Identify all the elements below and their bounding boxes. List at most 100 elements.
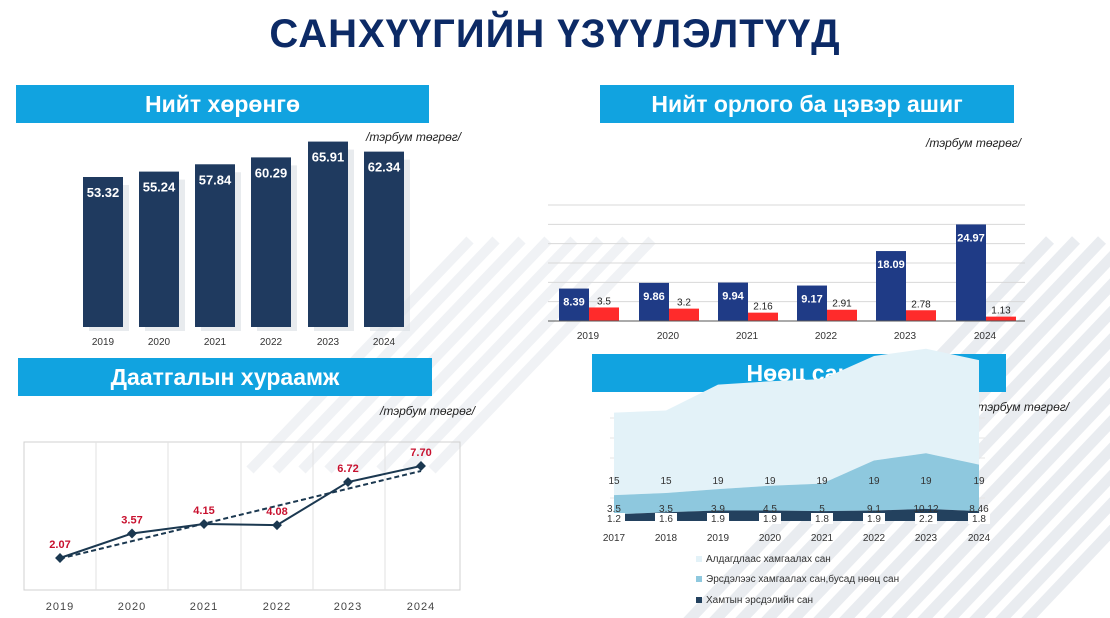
x-tick-label: 2019 — [707, 533, 730, 544]
x-tick-label: 2021 — [736, 331, 759, 342]
label-box — [863, 513, 885, 524]
data-label: 60.29 — [255, 165, 288, 180]
data-point — [127, 528, 137, 539]
data-label: 57.84 — [199, 172, 232, 187]
data-label: 1.13 — [991, 306, 1011, 317]
x-tick-label: 2023 — [334, 601, 362, 613]
data-label: 1.9 — [867, 514, 881, 525]
label-box — [759, 513, 781, 524]
data-label: 1.8 — [972, 514, 986, 525]
area-series-3 — [614, 508, 979, 521]
bar-total-assets — [308, 141, 348, 327]
bar-profit — [748, 312, 778, 321]
data-label: 3.5 — [597, 296, 611, 307]
x-tick-label: 2021 — [190, 601, 218, 613]
data-label: 1.9 — [763, 514, 777, 525]
data-label: 19 — [712, 476, 724, 487]
data-label: 4.15 — [193, 505, 214, 517]
data-point — [55, 553, 65, 563]
x-tick-label: 2023 — [894, 331, 917, 342]
data-label: 9.94 — [722, 291, 744, 303]
bar-total-assets — [139, 171, 179, 327]
bar-income — [718, 282, 748, 321]
label-box — [915, 513, 937, 524]
x-tick-label: 2017 — [603, 533, 626, 544]
data-label: 3.57 — [121, 514, 142, 526]
label-box — [655, 513, 677, 524]
bar-profit — [906, 310, 936, 321]
x-tick-label: 2022 — [863, 533, 886, 544]
legend-label: Алдагдлаас хамгаалах сан — [706, 554, 831, 565]
data-label: 24.97 — [957, 232, 985, 244]
data-point — [272, 520, 282, 531]
data-label: 1.9 — [711, 514, 725, 525]
data-label: 3.5 — [659, 504, 673, 515]
data-label: 8.39 — [563, 297, 584, 309]
data-label: 15 — [660, 476, 672, 487]
data-label: 8.46 — [969, 504, 989, 515]
data-label: 2.2 — [919, 514, 933, 525]
label-box — [707, 513, 729, 524]
data-label: 3.9 — [711, 504, 725, 515]
data-point — [343, 477, 353, 487]
data-label: 7.70 — [410, 447, 431, 459]
data-label: 3.5 — [607, 504, 621, 515]
x-tick-label: 2023 — [915, 533, 938, 544]
data-label: 6.72 — [337, 463, 358, 475]
label-box — [811, 513, 833, 524]
x-tick-label: 2020 — [759, 533, 782, 544]
label-box — [603, 513, 625, 524]
data-label: 62.34 — [368, 160, 401, 175]
x-tick-label: 2024 — [974, 331, 997, 342]
data-label: 65.91 — [312, 150, 345, 165]
legend-label: Эрсдэлээс хамгаалах сан,бусад нөөц сан — [706, 573, 899, 585]
legend-label: Хамтын эрсдэлийн сан — [706, 595, 813, 606]
data-label: 10.12 — [913, 504, 938, 515]
data-label: 4.08 — [266, 506, 287, 518]
trendline — [59, 470, 422, 560]
data-label: 19 — [868, 476, 880, 487]
x-tick-label: 2024 — [968, 533, 991, 544]
x-tick-label: 2022 — [263, 601, 291, 613]
data-label: 19 — [920, 476, 932, 487]
bar-total-assets — [195, 164, 235, 327]
banner-income-profit: Нийт орлого ба цэвэр ашиг — [600, 85, 1014, 123]
x-tick-label: 2023 — [317, 337, 340, 348]
data-label: 1.2 — [607, 514, 621, 525]
x-tick-label: 2019 — [46, 601, 74, 613]
unit-total-assets: /тэрбум төгрөг/ — [366, 130, 462, 144]
series-line-premiums — [59, 465, 422, 559]
x-tick-label: 2020 — [118, 601, 146, 613]
data-label: 19 — [973, 476, 985, 487]
x-tick-label: 2021 — [204, 337, 227, 348]
x-tick-label: 2020 — [148, 337, 171, 348]
data-label: 4.5 — [763, 504, 777, 515]
x-tick-label: 2021 — [811, 533, 834, 544]
data-label: 1.8 — [815, 514, 829, 525]
x-tick-label: 2019 — [577, 331, 600, 342]
bar-total-assets — [251, 157, 291, 327]
bar-profit — [827, 309, 857, 321]
data-label: 53.32 — [87, 185, 120, 200]
data-label: 9.1 — [867, 504, 881, 515]
data-label: 19 — [816, 476, 828, 487]
x-tick-label: 2019 — [92, 337, 115, 348]
x-tick-label: 2024 — [407, 601, 435, 613]
bar-total-assets — [364, 151, 404, 327]
page-title: САНХҮҮГИЙН ҮЗҮҮЛЭЛТҮҮД — [269, 12, 841, 56]
bar-income — [639, 282, 669, 321]
bar-profit — [589, 307, 619, 321]
data-label: 2.91 — [832, 299, 852, 310]
bar-income — [797, 285, 827, 321]
banner-total-assets: Нийт хөрөнгө — [16, 85, 429, 123]
area-series-2 — [614, 453, 979, 515]
data-label: 2.16 — [753, 302, 773, 313]
bar-income — [559, 288, 589, 321]
legend-swatch — [696, 597, 702, 603]
bar-profit — [669, 308, 699, 321]
x-tick-label: 2022 — [260, 337, 283, 348]
bar-profit — [986, 316, 1016, 321]
data-point — [416, 461, 426, 471]
